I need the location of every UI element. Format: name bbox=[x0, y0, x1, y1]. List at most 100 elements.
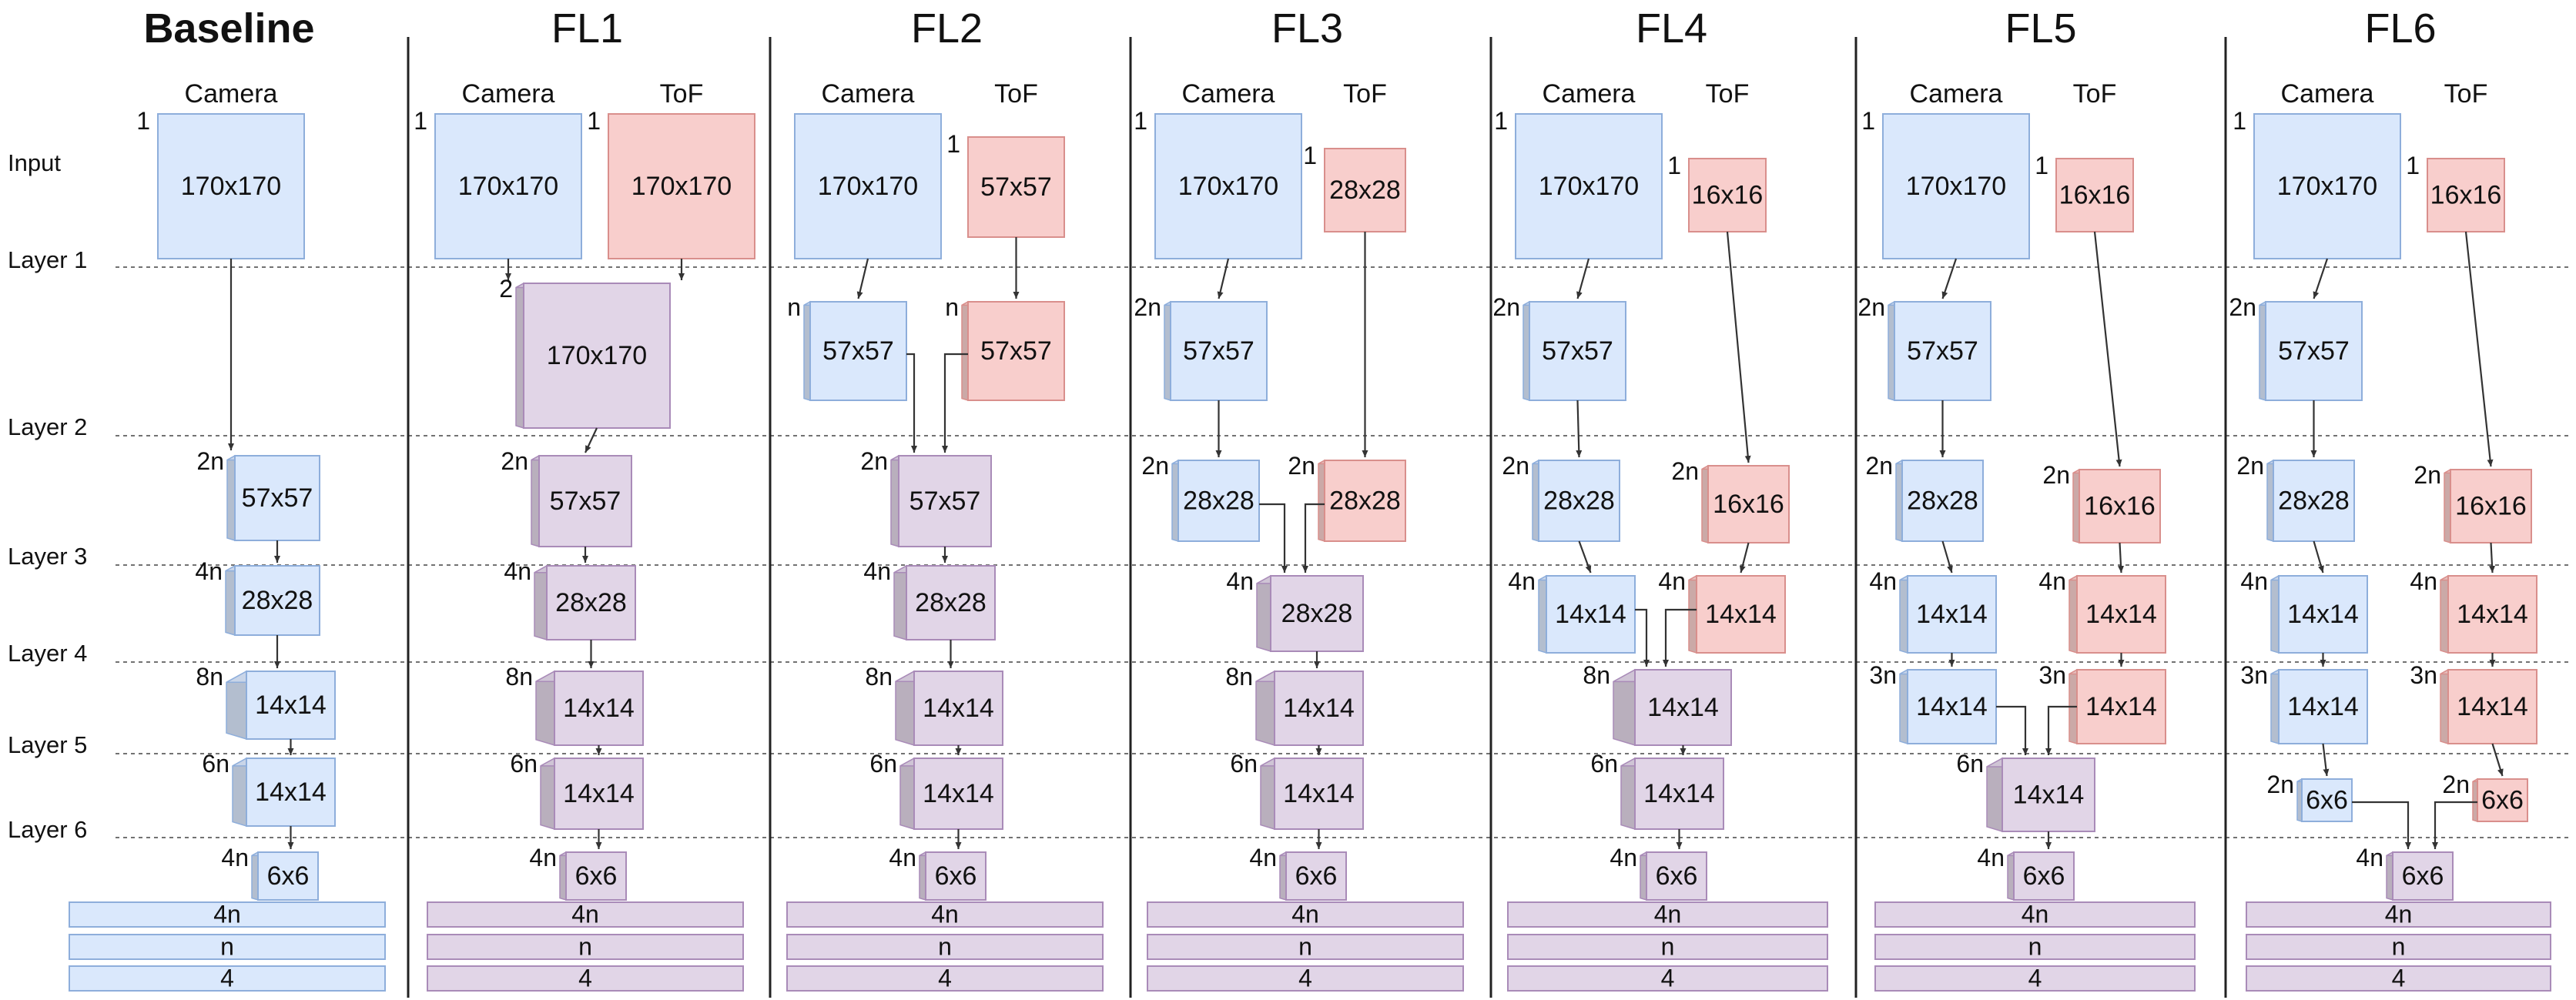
layer-5: 14x14 bbox=[233, 758, 335, 826]
fc-layer-2: n bbox=[2246, 932, 2551, 960]
camera-input: 170x170 bbox=[435, 114, 581, 259]
layer-3-tof: 14x14 bbox=[1689, 576, 1785, 653]
stream-label-tof: ToF bbox=[994, 79, 1038, 109]
connection bbox=[1727, 232, 1749, 463]
layer-5: 14x14 bbox=[541, 758, 643, 829]
connection bbox=[1943, 259, 1957, 299]
layer-5-label: 14x14 bbox=[1643, 779, 1715, 808]
stream-label-tof: ToF bbox=[660, 79, 704, 109]
layer-4-tof: 14x14 bbox=[2069, 670, 2166, 744]
layer-1-camera-label: 57x57 bbox=[822, 336, 894, 366]
layer-6: 6x6 bbox=[1280, 852, 1346, 900]
layer-1-camera: 57x57 bbox=[1888, 302, 1991, 400]
connection bbox=[1259, 504, 1285, 573]
layer-4: 14x14 bbox=[1613, 670, 1731, 745]
fc-layer-1: 4n bbox=[69, 900, 385, 928]
layer-1-tof-label: 57x57 bbox=[980, 336, 1052, 366]
layer-3: 28x28 bbox=[226, 566, 320, 635]
columns: BaselineCamera1170x1704nn42n57x574n28x28… bbox=[69, 5, 2551, 998]
layer-2-tof-multiplier: 2n bbox=[1288, 452, 1315, 480]
layer-4-label: 14x14 bbox=[1647, 693, 1719, 722]
fc-label: 4n bbox=[931, 900, 959, 928]
layer-5-label: 14x14 bbox=[563, 779, 635, 808]
layer-2-camera: 28x28 bbox=[1533, 460, 1620, 541]
fc-label: 4n bbox=[2022, 900, 2049, 928]
layer-3-side-face bbox=[894, 566, 906, 640]
layer-1-label: 170x170 bbox=[547, 341, 647, 370]
layer-4-camera-side-face bbox=[1900, 670, 1908, 744]
layer-5-multiplier: 6n bbox=[202, 750, 229, 778]
input-multiplier: 1 bbox=[946, 130, 960, 158]
connection bbox=[585, 428, 597, 453]
layer-4: 14x14 bbox=[896, 671, 1003, 745]
column-title: FL6 bbox=[2364, 5, 2436, 52]
layer-6-multiplier: 4n bbox=[889, 844, 916, 871]
row-label-layer-5: Layer 5 bbox=[8, 731, 87, 758]
layer-5-multiplier: 6n bbox=[1590, 750, 1618, 778]
input-multiplier: 1 bbox=[1494, 107, 1508, 135]
layer-1-tof: 57x57 bbox=[962, 302, 1064, 400]
layer-4-side-face bbox=[536, 671, 554, 745]
layer-5-camera: 6x6 bbox=[2297, 779, 2352, 821]
fc-label: n bbox=[1298, 932, 1312, 960]
fc-label: n bbox=[2392, 932, 2406, 960]
layer-6-label: 6x6 bbox=[267, 861, 310, 891]
layer-4-multiplier: 8n bbox=[1225, 663, 1253, 691]
column-fl6: FL6Camera1170x170ToF116x164nn42n57x572n2… bbox=[2229, 5, 2551, 992]
layer-6-label: 6x6 bbox=[2023, 861, 2065, 891]
layer-1-camera-multiplier: 2n bbox=[1492, 293, 1520, 321]
layer-3: 28x28 bbox=[894, 566, 995, 640]
layer-6: 6x6 bbox=[2008, 852, 2074, 900]
stream-label-camera: Camera bbox=[2281, 79, 2374, 109]
layer-1-camera-multiplier: n bbox=[787, 293, 801, 321]
connection bbox=[1996, 707, 2025, 755]
tof-input-label: 57x57 bbox=[980, 172, 1052, 202]
row-label-input: Input bbox=[8, 149, 61, 176]
layer-2-camera-side-face bbox=[2267, 460, 2273, 541]
column-title: FL3 bbox=[1271, 5, 1343, 52]
layer-5-tof-multiplier: 2n bbox=[2442, 771, 2470, 798]
layer-3-tof-label: 14x14 bbox=[2085, 600, 2157, 629]
connection bbox=[859, 259, 869, 299]
camera-input-label: 170x170 bbox=[458, 172, 558, 201]
layer-6-side-face bbox=[560, 852, 566, 900]
fc-label: 4 bbox=[938, 964, 952, 992]
layer-6-label: 6x6 bbox=[1656, 861, 1698, 891]
layer-5-multiplier: 6n bbox=[510, 750, 538, 778]
stream-label-tof: ToF bbox=[2444, 79, 2488, 109]
connection bbox=[2466, 232, 2491, 467]
layer-5-tof: 6x6 bbox=[2473, 779, 2527, 821]
fc-layer-1: 4n bbox=[1147, 900, 1463, 928]
layer-5-label: 14x14 bbox=[255, 778, 327, 807]
layer-3-camera-side-face bbox=[1900, 576, 1908, 653]
fc-label: 4 bbox=[1661, 964, 1675, 992]
layer-3-camera: 14x14 bbox=[1539, 576, 1635, 653]
layer-6: 6x6 bbox=[1640, 852, 1707, 900]
layer-2-label: 57x57 bbox=[909, 487, 981, 516]
camera-input-label: 170x170 bbox=[2277, 172, 2377, 201]
fc-label: n bbox=[938, 932, 952, 960]
layer-6-multiplier: 4n bbox=[1977, 844, 2005, 871]
layer-4-tof-label: 14x14 bbox=[2085, 692, 2157, 721]
tof-input: 28x28 bbox=[1325, 149, 1405, 232]
layer-3-tof-multiplier: 4n bbox=[2038, 567, 2066, 595]
fc-layer-3: 4 bbox=[1508, 964, 1827, 992]
camera-input: 170x170 bbox=[1883, 114, 2029, 259]
column-title: Baseline bbox=[143, 5, 314, 52]
layer-5: 14x14 bbox=[1621, 758, 1723, 829]
layer-3-multiplier: 4n bbox=[1226, 567, 1254, 595]
layer-3-side-face bbox=[534, 566, 547, 640]
layer-2-camera-multiplier: 2n bbox=[1502, 452, 1529, 480]
connection bbox=[2323, 744, 2327, 776]
layer-4-camera: 14x14 bbox=[2271, 670, 2367, 744]
layer-6-side-face bbox=[2387, 852, 2393, 900]
input-multiplier: 1 bbox=[1134, 107, 1147, 135]
layer-4-label: 14x14 bbox=[923, 694, 994, 723]
row-label-layer-6: Layer 6 bbox=[8, 816, 87, 843]
layer-2-side-face bbox=[531, 456, 539, 547]
layer-3-label: 28x28 bbox=[555, 588, 627, 617]
layer-5-side-face bbox=[1621, 758, 1635, 829]
fc-label: n bbox=[2028, 932, 2042, 960]
layer-6-label: 6x6 bbox=[575, 861, 618, 891]
connection bbox=[906, 354, 914, 453]
